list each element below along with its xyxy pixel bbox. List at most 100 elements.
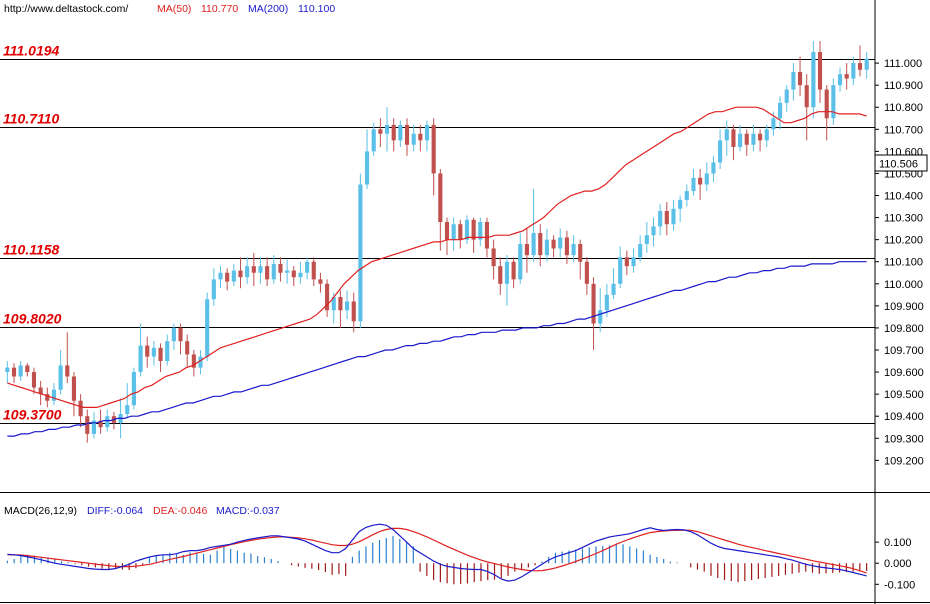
macd-dea-line xyxy=(7,527,867,574)
candle-body xyxy=(424,124,430,141)
candle xyxy=(851,56,856,86)
candle-body xyxy=(231,270,236,282)
candle xyxy=(698,169,703,200)
candle xyxy=(458,219,463,249)
candle xyxy=(231,263,236,286)
candle-body xyxy=(831,85,836,119)
candle-body xyxy=(371,129,376,152)
candle xyxy=(131,367,136,410)
current-price-value: 110.506 xyxy=(879,159,918,171)
candle xyxy=(165,334,170,366)
price-axis-label: 110.100 xyxy=(884,257,923,269)
candle-body xyxy=(384,124,390,134)
candle-body xyxy=(464,219,470,240)
candle xyxy=(684,184,689,207)
candle xyxy=(318,272,323,293)
candle xyxy=(225,268,230,291)
candle xyxy=(538,224,543,267)
candle-body xyxy=(531,233,536,256)
candle xyxy=(391,118,396,152)
source-url[interactable]: http://www.deltastock.com/ xyxy=(4,3,128,15)
candle xyxy=(811,41,816,119)
candle-body xyxy=(325,283,330,311)
candle xyxy=(58,350,63,395)
candle-body xyxy=(797,71,803,86)
candle-body xyxy=(738,133,743,147)
candle-body xyxy=(578,244,583,262)
candle-body xyxy=(771,118,776,130)
candle xyxy=(751,124,756,152)
candle xyxy=(764,124,769,147)
price-axis-label: 110.800 xyxy=(884,102,923,114)
price-axis-label: 109.800 xyxy=(884,323,924,335)
macd-axis-label: 0.100 xyxy=(884,537,912,549)
candle-body xyxy=(125,405,130,414)
candle-body xyxy=(678,199,683,209)
candle-body xyxy=(205,299,210,357)
price-axis-label: 110.200 xyxy=(884,235,923,247)
candle xyxy=(245,257,250,284)
ma50-line xyxy=(7,106,867,408)
candle xyxy=(404,118,410,156)
candle-body xyxy=(764,129,769,141)
candle xyxy=(611,268,616,300)
ma200-line xyxy=(7,261,867,437)
candle-body xyxy=(698,177,703,185)
candle-body xyxy=(145,345,150,357)
candle-body xyxy=(618,257,623,284)
candle-body xyxy=(265,266,270,280)
candle xyxy=(518,233,523,284)
price-axis-label: 110.700 xyxy=(884,124,923,136)
candle-body xyxy=(857,63,863,70)
candle xyxy=(598,288,603,333)
candle xyxy=(198,350,203,375)
current-price-tag: 110.506 xyxy=(874,154,928,172)
candle-body xyxy=(724,129,729,141)
candle-body xyxy=(91,420,96,434)
candle-body xyxy=(458,224,463,240)
candle-body xyxy=(278,263,283,273)
candle-body xyxy=(298,272,303,278)
candle xyxy=(238,257,243,289)
candle-body xyxy=(305,261,310,273)
price-axis-label: 110.300 xyxy=(884,213,923,225)
candle-body xyxy=(85,416,90,434)
candle xyxy=(831,78,836,125)
candle xyxy=(25,363,30,377)
candle-body xyxy=(58,365,63,390)
candle xyxy=(451,217,456,251)
candle-body xyxy=(438,173,443,222)
macd-axis-label: 0.000 xyxy=(884,558,912,570)
candle xyxy=(478,217,483,247)
price-axis-label: 109.900 xyxy=(884,301,924,313)
candle xyxy=(618,246,623,289)
candle-body xyxy=(151,347,156,357)
candle-body xyxy=(478,222,483,240)
candle-body xyxy=(524,244,529,256)
candle xyxy=(524,228,529,273)
candle-body xyxy=(238,270,243,278)
macd-hist-value: MACD:-0.037 xyxy=(216,505,280,517)
candle-body xyxy=(358,184,363,322)
candle-body xyxy=(291,270,296,278)
candle-body xyxy=(38,387,43,395)
candle-body xyxy=(444,222,450,240)
candle-body xyxy=(744,133,749,145)
candle-body xyxy=(98,420,103,428)
candle-body xyxy=(551,239,556,249)
candle xyxy=(837,67,843,92)
candle-body xyxy=(624,257,629,267)
candle xyxy=(171,323,176,350)
candle-body xyxy=(498,266,503,284)
candle-body xyxy=(331,297,336,311)
candle xyxy=(411,124,416,152)
candle xyxy=(424,120,430,152)
candle-body xyxy=(491,248,496,267)
price-axis-label: 109.300 xyxy=(884,433,924,445)
candle-body xyxy=(5,367,10,373)
candle xyxy=(591,277,596,350)
level-label: 109.8020 xyxy=(3,311,62,327)
candle xyxy=(744,129,749,156)
candle xyxy=(531,188,536,262)
